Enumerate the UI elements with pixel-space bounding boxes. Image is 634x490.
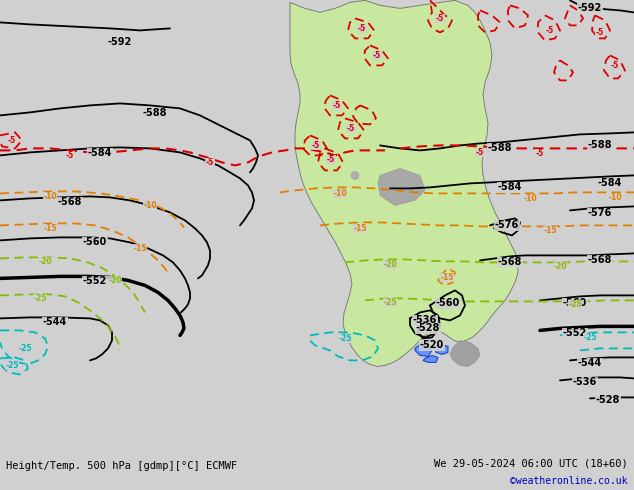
Text: -25: -25 [5, 361, 19, 370]
Text: -560: -560 [563, 298, 587, 308]
Text: -10: -10 [143, 201, 157, 210]
Text: -25: -25 [383, 298, 397, 307]
Text: -584: -584 [498, 182, 522, 193]
Text: -584: -584 [88, 148, 112, 158]
Text: -15: -15 [440, 273, 454, 282]
Text: -20: -20 [383, 260, 397, 269]
Text: -520: -520 [420, 341, 444, 350]
Text: -552: -552 [563, 328, 587, 339]
Text: -5: -5 [611, 61, 619, 70]
Text: -528: -528 [416, 323, 440, 333]
Text: -25: -25 [33, 294, 47, 303]
Text: -576: -576 [588, 208, 612, 219]
Text: -5: -5 [66, 151, 74, 160]
Text: -576: -576 [495, 220, 519, 230]
Text: We 29-05-2024 06:00 UTC (18+60): We 29-05-2024 06:00 UTC (18+60) [434, 458, 628, 468]
Text: -5: -5 [546, 26, 554, 35]
Text: -552: -552 [83, 276, 107, 286]
Text: -10: -10 [523, 194, 537, 203]
Text: -5: -5 [333, 101, 341, 110]
Polygon shape [423, 355, 438, 363]
Text: -10: -10 [333, 189, 347, 198]
Text: -5: -5 [536, 149, 544, 158]
Text: -544: -544 [43, 318, 67, 327]
Text: -5: -5 [436, 14, 444, 23]
Text: -15: -15 [43, 224, 57, 233]
Text: -15: -15 [543, 226, 557, 235]
Text: -588: -588 [488, 144, 512, 153]
Text: -536: -536 [573, 377, 597, 388]
Text: -10: -10 [43, 192, 57, 201]
Text: -592: -592 [578, 3, 602, 13]
Text: -5: -5 [8, 136, 16, 145]
Polygon shape [450, 341, 480, 367]
Text: -568: -568 [588, 255, 612, 266]
Text: -25: -25 [568, 300, 582, 309]
Text: -25: -25 [339, 334, 352, 343]
Text: -528: -528 [596, 395, 620, 405]
Text: -560: -560 [83, 237, 107, 247]
Text: -5: -5 [358, 24, 366, 33]
Text: -588: -588 [588, 141, 612, 150]
Text: -560: -560 [436, 298, 460, 308]
Text: -25: -25 [18, 344, 32, 353]
Text: -5: -5 [596, 28, 604, 37]
Text: -20: -20 [108, 276, 122, 285]
Text: -15: -15 [133, 244, 146, 253]
Text: -10: -10 [608, 193, 622, 202]
Text: -5: -5 [312, 141, 320, 150]
Text: -592: -592 [108, 37, 132, 48]
Text: -5: -5 [373, 51, 381, 60]
Text: -5: -5 [206, 158, 214, 167]
Text: -5: -5 [347, 124, 355, 133]
Polygon shape [435, 344, 448, 354]
Text: -568: -568 [498, 257, 522, 268]
Polygon shape [290, 0, 518, 367]
Text: -5: -5 [327, 155, 335, 164]
Text: Height/Temp. 500 hPa [gdmp][°C] ECMWF: Height/Temp. 500 hPa [gdmp][°C] ECMWF [6, 461, 238, 470]
Text: ©weatheronline.co.uk: ©weatheronline.co.uk [510, 476, 628, 486]
Text: -20: -20 [553, 262, 567, 271]
Text: -584: -584 [598, 178, 622, 188]
Text: -544: -544 [578, 358, 602, 368]
Text: -25: -25 [583, 333, 597, 342]
Circle shape [351, 172, 359, 179]
Text: -588: -588 [143, 108, 167, 119]
Text: -536: -536 [413, 316, 437, 325]
Polygon shape [415, 344, 432, 356]
Text: -15: -15 [353, 224, 366, 233]
Text: -568: -568 [58, 197, 82, 207]
Text: -5: -5 [476, 148, 484, 157]
Polygon shape [378, 169, 425, 205]
Text: -20: -20 [38, 257, 52, 266]
